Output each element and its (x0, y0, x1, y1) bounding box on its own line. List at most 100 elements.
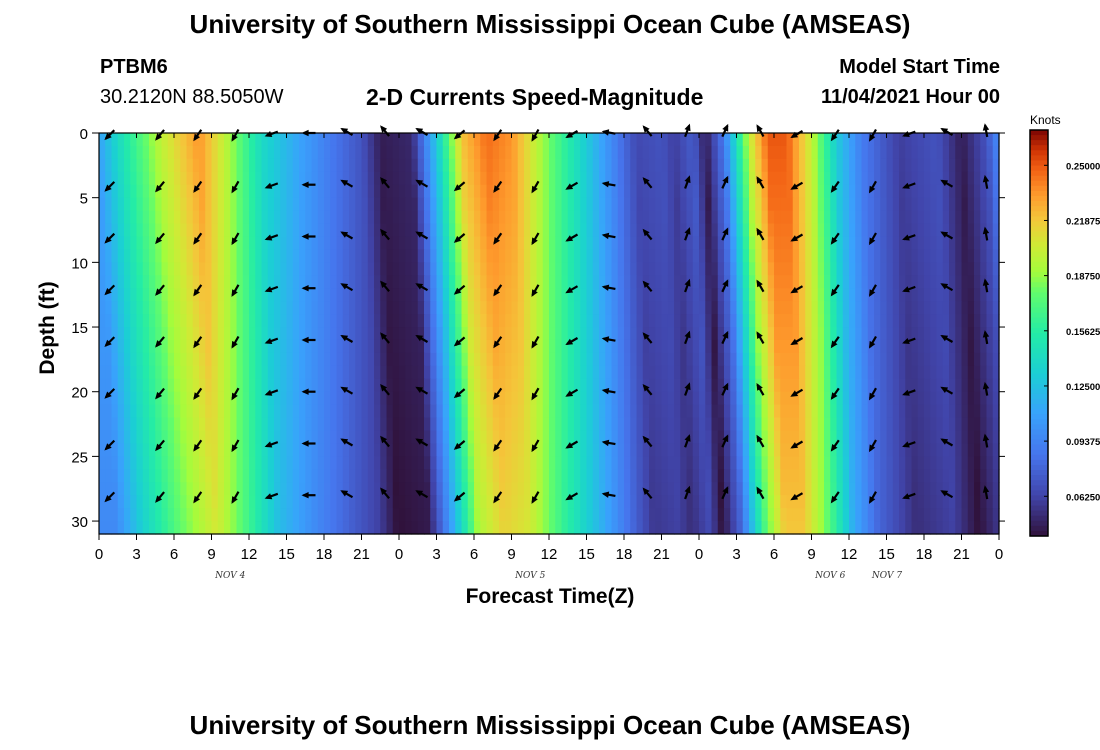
heatmap-cell (567, 249, 575, 263)
heatmap-cell (149, 262, 156, 276)
heatmap-cell (780, 521, 788, 535)
heatmap-cell (786, 145, 794, 160)
heatmap-cell (805, 365, 813, 380)
heatmap-cell (667, 378, 675, 393)
heatmap-cell (355, 197, 363, 212)
heatmap-cell (474, 443, 481, 457)
heatmap-cell (174, 508, 181, 522)
heatmap-cell (686, 158, 694, 173)
heatmap-cell (236, 378, 244, 393)
heatmap-cell (355, 365, 363, 380)
heatmap-cell (99, 249, 106, 263)
current-vector-head (264, 286, 273, 293)
heatmap-cell (767, 391, 775, 406)
current-vector-head (830, 495, 838, 504)
heatmap-cell (217, 482, 225, 496)
heatmap-cell (436, 391, 444, 406)
heatmap-cell (217, 223, 225, 238)
heatmap-cell (461, 262, 469, 276)
heatmap-cell (236, 133, 244, 147)
heatmap-cell (111, 133, 119, 147)
heatmap-cell (817, 404, 825, 419)
heatmap-cell (474, 482, 481, 496)
heatmap-cell (192, 236, 200, 251)
heatmap-cell (286, 288, 294, 302)
heatmap-cell (105, 456, 113, 470)
heatmap-cell (561, 197, 569, 212)
heatmap-cell (630, 521, 638, 535)
heatmap-cell (292, 378, 300, 393)
heatmap-cell (292, 327, 300, 341)
heatmap-cell (680, 417, 688, 432)
heatmap-cell (167, 275, 175, 289)
heatmap-cell (742, 249, 750, 263)
heatmap-cell (836, 133, 844, 147)
heatmap-cell (930, 275, 938, 289)
heatmap-cell (411, 378, 419, 393)
heatmap-cell (255, 508, 263, 522)
heatmap-cell (911, 339, 919, 354)
heatmap-cell (649, 210, 656, 225)
heatmap-cell (886, 158, 894, 173)
heatmap-cell (105, 171, 113, 186)
heatmap-cell (117, 249, 125, 263)
colorbar-segment (1030, 241, 1048, 248)
heatmap-cell (311, 443, 319, 457)
heatmap-cell (936, 430, 944, 445)
heatmap-cell (342, 456, 350, 470)
heatmap-cell (949, 365, 956, 380)
heatmap-cell (405, 145, 413, 160)
heatmap-cell (586, 314, 594, 328)
heatmap-cell (342, 352, 350, 367)
heatmap-cell (449, 327, 456, 341)
heatmap-cell (305, 171, 313, 186)
heatmap-cell (767, 456, 775, 470)
heatmap-cell (567, 495, 575, 509)
heatmap-cell (730, 365, 738, 380)
current-vector-head (155, 236, 163, 245)
heatmap-cell (911, 275, 919, 289)
heatmap-cell (561, 521, 569, 535)
heatmap-cell (336, 262, 344, 276)
heatmap-cell (555, 430, 563, 445)
heatmap-cell (149, 314, 156, 328)
heatmap-cell (411, 133, 419, 147)
heatmap-cell (317, 352, 325, 367)
current-vector-head (982, 123, 990, 131)
heatmap-cell (630, 262, 638, 276)
heatmap-cell (117, 521, 125, 535)
heatmap-cell (967, 469, 975, 483)
heatmap-cell (917, 430, 925, 445)
heatmap-cell (374, 430, 381, 445)
heatmap-cell (955, 262, 963, 276)
heatmap-cell (930, 236, 938, 251)
heatmap-cell (755, 288, 763, 302)
heatmap-cell (399, 262, 406, 276)
heatmap-cell (367, 469, 375, 483)
heatmap-cell (361, 352, 369, 367)
heatmap-cell (649, 456, 656, 470)
heatmap-cell (174, 443, 181, 457)
heatmap-cell (111, 430, 119, 445)
heatmap-cell (136, 378, 144, 393)
heatmap-cell (311, 327, 319, 341)
heatmap-cell (592, 417, 600, 432)
heatmap-cell (667, 339, 675, 354)
heatmap-cell (674, 223, 681, 238)
heatmap-cell (549, 262, 556, 276)
heatmap-cell (986, 301, 994, 315)
heatmap-cell (349, 223, 356, 238)
heatmap-cell (530, 482, 538, 496)
heatmap-cell (861, 197, 869, 212)
heatmap-cell (599, 352, 606, 367)
heatmap-cell (192, 288, 200, 302)
heatmap-cell (392, 262, 400, 276)
heatmap-cell (867, 301, 875, 315)
heatmap-cell (436, 482, 444, 496)
heatmap-cell (555, 171, 563, 186)
heatmap-cell (361, 236, 369, 251)
heatmap-cell (667, 365, 675, 380)
heatmap-cell (480, 210, 488, 225)
heatmap-cell (730, 262, 738, 276)
heatmap-cell (249, 223, 256, 238)
